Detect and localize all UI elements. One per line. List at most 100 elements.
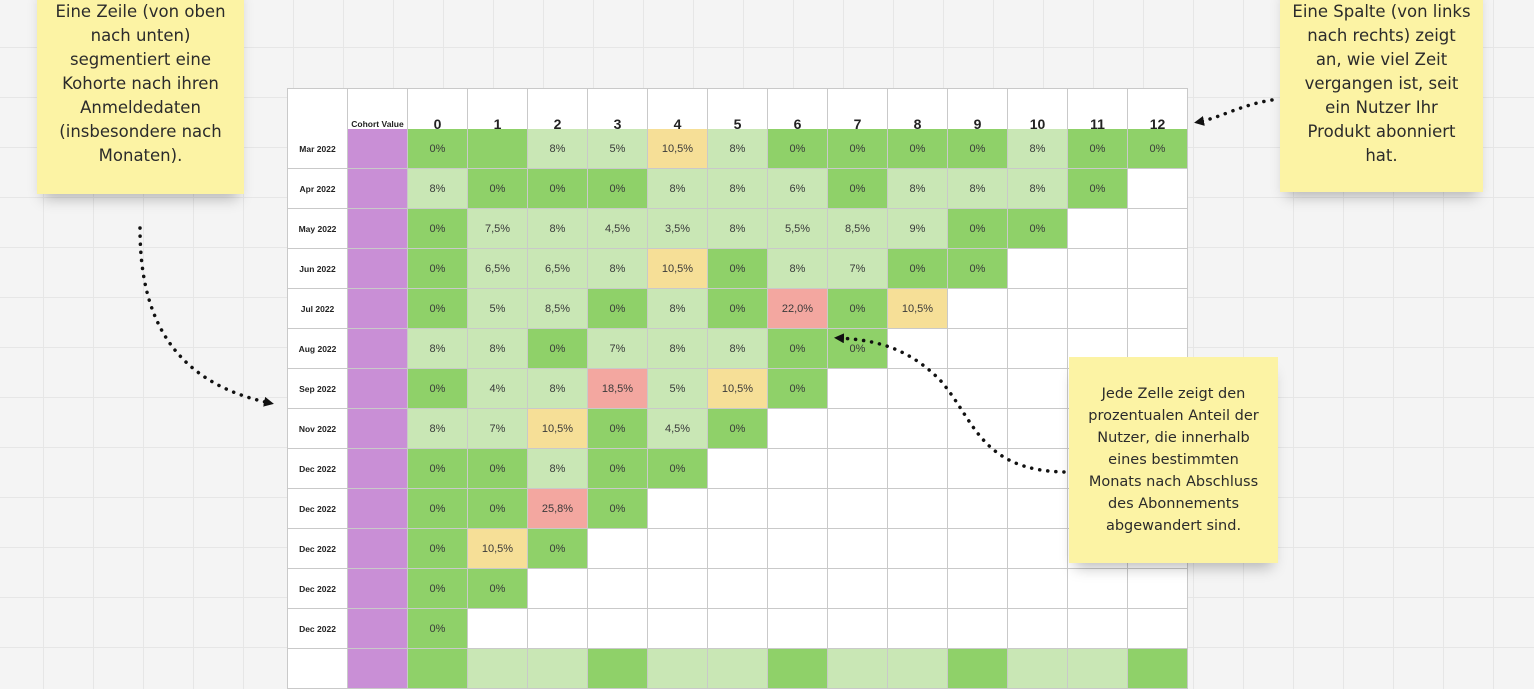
retention-cell: 8% bbox=[1008, 129, 1068, 169]
retention-cell: 6,5% bbox=[468, 249, 528, 289]
retention-cell: 0% bbox=[528, 529, 588, 569]
row-label: Jun 2022 bbox=[288, 249, 348, 289]
retention-cell bbox=[948, 329, 1008, 369]
retention-cell bbox=[1008, 249, 1068, 289]
cohort-value-cell bbox=[348, 249, 408, 289]
retention-cell: 4% bbox=[468, 369, 528, 409]
cohort-value-cell bbox=[348, 289, 408, 329]
retention-cell bbox=[948, 529, 1008, 569]
retention-cell: 0% bbox=[528, 169, 588, 209]
retention-cell: 0% bbox=[828, 329, 888, 369]
retention-cell: 0% bbox=[768, 329, 828, 369]
retention-cell: 0% bbox=[468, 489, 528, 529]
retention-cell bbox=[1008, 449, 1068, 489]
retention-cell: 18,5% bbox=[588, 369, 648, 409]
retention-cell: 5,5% bbox=[768, 209, 828, 249]
retention-cell: 0% bbox=[588, 449, 648, 489]
retention-cell: 0% bbox=[948, 209, 1008, 249]
retention-cell: 0% bbox=[408, 489, 468, 529]
retention-cell bbox=[708, 529, 768, 569]
cohort-value-cell bbox=[348, 369, 408, 409]
retention-cell: 0% bbox=[408, 529, 468, 569]
cohort-value-cell bbox=[348, 409, 408, 449]
retention-cell: 0% bbox=[708, 249, 768, 289]
retention-cell: 0% bbox=[648, 449, 708, 489]
retention-cell: 0% bbox=[768, 369, 828, 409]
retention-cell: 0% bbox=[1068, 129, 1128, 169]
retention-cell bbox=[1008, 289, 1068, 329]
retention-cell: 0% bbox=[468, 169, 528, 209]
retention-cell: 8% bbox=[708, 209, 768, 249]
retention-cell: 6,5% bbox=[528, 249, 588, 289]
retention-cell bbox=[768, 449, 828, 489]
retention-cell bbox=[468, 649, 528, 689]
sticky-note-cells[interactable]: Jede Zelle zeigt den prozentualen Anteil… bbox=[1069, 357, 1278, 563]
retention-cell: 8% bbox=[648, 329, 708, 369]
retention-cell bbox=[888, 489, 948, 529]
retention-cell: 8% bbox=[708, 129, 768, 169]
retention-cell: 0% bbox=[828, 169, 888, 209]
retention-cell bbox=[768, 569, 828, 609]
cohort-value-cell bbox=[348, 609, 408, 649]
retention-cell: 7,5% bbox=[468, 209, 528, 249]
retention-cell: 0% bbox=[588, 489, 648, 529]
retention-cell bbox=[828, 609, 888, 649]
retention-cell: 0% bbox=[828, 289, 888, 329]
sticky-note-rows-text: Eine Zeile (von oben nach unten) segment… bbox=[55, 2, 226, 165]
row-label: Dec 2022 bbox=[288, 449, 348, 489]
retention-cell: 8,5% bbox=[828, 209, 888, 249]
retention-cell: 8% bbox=[408, 169, 468, 209]
retention-cell bbox=[828, 409, 888, 449]
retention-cell: 0% bbox=[408, 129, 468, 169]
retention-cell bbox=[588, 529, 648, 569]
retention-cell: 4,5% bbox=[588, 209, 648, 249]
retention-cell: 0% bbox=[408, 609, 468, 649]
row-label: Jul 2022 bbox=[288, 289, 348, 329]
cohort-value-cell bbox=[348, 209, 408, 249]
row-label bbox=[288, 649, 348, 689]
retention-cell bbox=[708, 609, 768, 649]
retention-cell bbox=[648, 609, 708, 649]
retention-cell bbox=[828, 569, 888, 609]
retention-cell bbox=[768, 529, 828, 569]
cohort-value-cell bbox=[348, 649, 408, 689]
retention-cell: 0% bbox=[588, 409, 648, 449]
row-label: Nov 2022 bbox=[288, 409, 348, 449]
retention-cell bbox=[1068, 609, 1128, 649]
retention-cell bbox=[468, 609, 528, 649]
sticky-note-rows[interactable]: Eine Zeile (von oben nach unten) segment… bbox=[37, 0, 244, 194]
retention-cell bbox=[888, 529, 948, 569]
retention-cell bbox=[648, 529, 708, 569]
retention-cell bbox=[708, 449, 768, 489]
retention-cell bbox=[948, 649, 1008, 689]
retention-cell: 4,5% bbox=[648, 409, 708, 449]
row-label: Dec 2022 bbox=[288, 609, 348, 649]
retention-cell: 8% bbox=[528, 209, 588, 249]
retention-cell: 0% bbox=[888, 249, 948, 289]
cohort-value-cell bbox=[348, 529, 408, 569]
retention-cell bbox=[768, 489, 828, 529]
retention-cell: 8% bbox=[588, 249, 648, 289]
retention-cell bbox=[1068, 249, 1128, 289]
retention-cell: 0% bbox=[408, 449, 468, 489]
retention-cell bbox=[888, 609, 948, 649]
retention-cell bbox=[948, 369, 1008, 409]
retention-cell bbox=[708, 569, 768, 609]
retention-cell bbox=[828, 489, 888, 529]
retention-cell bbox=[948, 449, 1008, 489]
cohort-value-cell bbox=[348, 569, 408, 609]
retention-cell bbox=[408, 649, 468, 689]
retention-cell: 8% bbox=[528, 369, 588, 409]
cohort-grid: Cohort Value 0 1 2 3 4 5 6 7 8 9 10 11 12 Mar 2022 0% 8%… bbox=[287, 88, 1188, 689]
sticky-note-columns[interactable]: Eine Spalte (von links nach rechts) zeig… bbox=[1280, 0, 1483, 192]
retention-cell bbox=[948, 289, 1008, 329]
retention-cell bbox=[648, 569, 708, 609]
retention-cell bbox=[1128, 169, 1188, 209]
row-label: Mar 2022 bbox=[288, 129, 348, 169]
retention-cell: 10,5% bbox=[528, 409, 588, 449]
retention-cell: 5% bbox=[648, 369, 708, 409]
retention-cell bbox=[1128, 569, 1188, 609]
cohort-table[interactable]: Cohort Value 0 1 2 3 4 5 6 7 8 9 10 11 12 Mar 2022 0% 8%… bbox=[287, 88, 1188, 689]
retention-cell: 0% bbox=[948, 129, 1008, 169]
